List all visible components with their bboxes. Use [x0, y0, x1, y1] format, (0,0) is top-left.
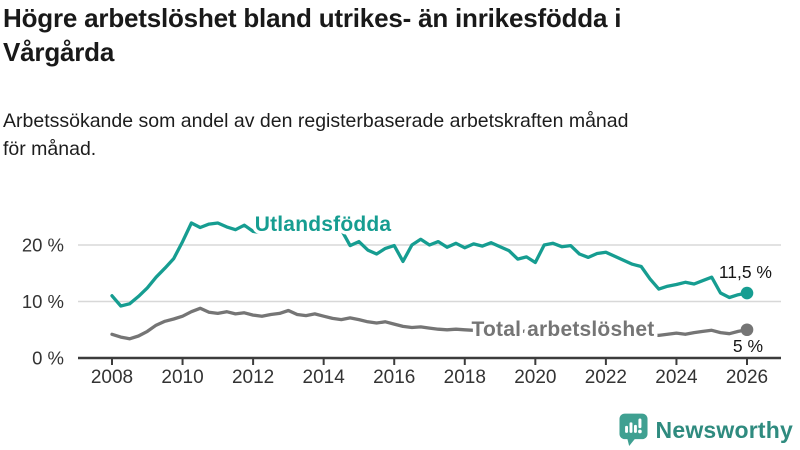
series-end-dot-0 [740, 286, 754, 300]
x-tick-label-2026: 2026 [726, 367, 768, 388]
x-tick-label-2016: 2016 [373, 367, 415, 388]
chart-labels: Total arbetslöshet 5 % Utlandsfödda 11,5 % [251, 210, 772, 357]
x-tick-label-2022: 2022 [585, 367, 627, 388]
series-label-1: Total arbetslöshet [472, 318, 655, 341]
newsworthy-logo: Newsworthy [618, 413, 793, 447]
series-end-dot-1 [740, 323, 754, 337]
series-label-0: Utlandsfödda [255, 213, 392, 236]
x-tick-label-2024: 2024 [655, 367, 698, 388]
newsworthy-chart-bubble-icon [618, 413, 648, 446]
x-tick-label-2020: 2020 [514, 367, 556, 388]
x-tick-label-2012: 2012 [232, 367, 274, 388]
series-end-value-label-0: 11,5 % [719, 262, 772, 282]
chart-title-line-1: Högre arbetslöshet bland utrikes- än inr… [3, 3, 622, 33]
x-tick-label-2010: 2010 [161, 367, 203, 388]
x-axis: 2008 2010 2012 2014 2016 2018 2020 2022 2024 2026 [78, 356, 781, 388]
series-end-value-label-1: 5 % [733, 336, 763, 356]
unemployment-line-chart: 0 % 10 % 20 % 2008 2010 2012 2014 2016 2018 2020… [22, 210, 781, 388]
chart-subtitle-line-1: Arbetssökande som andel av den registerb… [3, 110, 629, 132]
x-tick-label-2014: 2014 [303, 367, 346, 388]
x-tick-label-2008: 2008 [91, 367, 133, 388]
chart-subtitle: Arbetssökande som andel av den registerb… [3, 108, 628, 164]
series-lines [110, 221, 754, 341]
newsworthy-wordmark: Newsworthy [655, 416, 793, 443]
chart-subtitle-line-2: för månad. [3, 137, 97, 160]
series-line-0 [110, 221, 749, 308]
chart-title-line-2: Vårgårda [3, 36, 115, 67]
y-tick-label-20: 20 % [22, 235, 64, 256]
series-line-1 [110, 306, 749, 341]
x-tick-label-2018: 2018 [444, 367, 486, 388]
chart-title: Högre arbetslöshet bland utrikes- än inr… [3, 2, 621, 70]
y-tick-label-10: 10 % [22, 291, 64, 312]
gridlines: 0 % 10 % 20 % [22, 235, 781, 369]
y-tick-label-0: 0 % [32, 348, 64, 369]
